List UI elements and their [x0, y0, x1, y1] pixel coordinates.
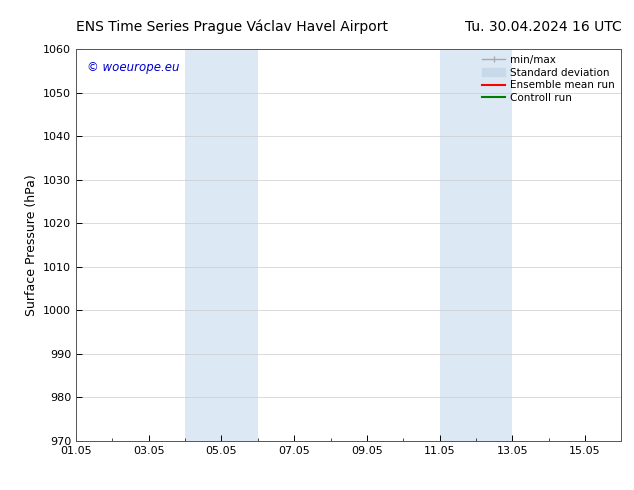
Bar [185, 49, 258, 441]
Legend: min/max, Standard deviation, Ensemble mean run, Controll run: min/max, Standard deviation, Ensemble me… [478, 51, 619, 107]
Text: ENS Time Series Prague Václav Havel Airport: ENS Time Series Prague Václav Havel Airp… [76, 20, 388, 34]
Text: Tu. 30.04.2024 16 UTC: Tu. 30.04.2024 16 UTC [465, 20, 621, 34]
Y-axis label: Surface Pressure (hPa): Surface Pressure (hPa) [25, 174, 37, 316]
Text: © woeurope.eu: © woeurope.eu [87, 61, 179, 74]
Bar [439, 49, 512, 441]
